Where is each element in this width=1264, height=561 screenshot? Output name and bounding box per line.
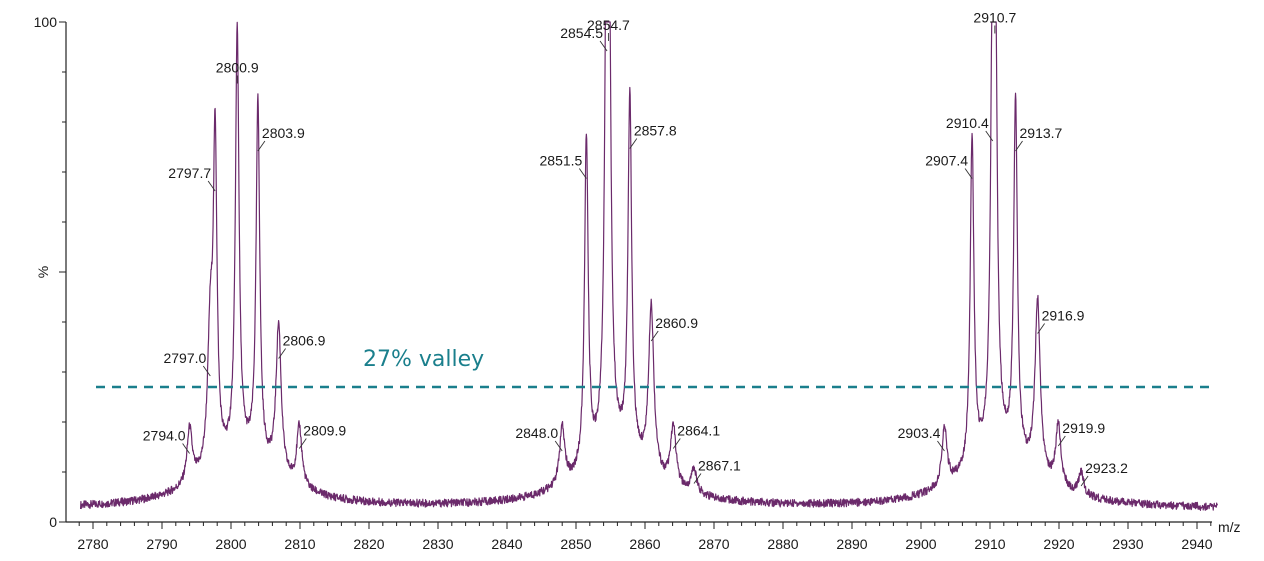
x-tick-label: 2910	[974, 536, 1005, 552]
x-tick-label: 2930	[1112, 536, 1143, 552]
peak-labels: 2794.0 2797.0 2797.7 2800.9 2803.9 2806.9 2809…	[143, 10, 1128, 487]
peak-label: 2794.0	[143, 428, 186, 444]
valley-annotation: 27% valley	[363, 347, 484, 372]
x-tick-label: 2810	[284, 536, 315, 552]
peak-label: 2903.4	[898, 425, 941, 441]
y-tick-label: 0	[49, 514, 57, 530]
peak-label: 2910.4	[946, 115, 989, 131]
peak-label: 2923.2	[1085, 460, 1128, 476]
x-axis-title: m/z	[1218, 519, 1241, 535]
peak-leader	[600, 41, 607, 51]
x-tick-label: 2860	[629, 536, 660, 552]
peak-leader	[203, 366, 210, 376]
peak-leader	[986, 131, 993, 141]
x-tick-label: 2790	[146, 536, 177, 552]
peak-leader	[937, 441, 944, 451]
peak-leader	[299, 439, 306, 449]
peak-label: 2864.1	[677, 423, 720, 439]
x-tick-label: 2940	[1181, 536, 1212, 552]
x-ticks: 2780 2790 2800 2810 2820 2830 2840 2850 2860 2870…	[77, 522, 1212, 552]
peak-label: 2907.4	[925, 153, 968, 169]
peak-leader	[183, 444, 190, 454]
peak-label: 2913.7	[1020, 125, 1063, 141]
peak-label: 2806.9	[283, 333, 326, 349]
peak-label: 2797.7	[168, 165, 211, 181]
x-tick-label: 2900	[905, 536, 936, 552]
peak-label: 2854.7	[587, 17, 630, 33]
peak-label: 2851.5	[540, 153, 583, 169]
x-tick-label: 2830	[422, 536, 453, 552]
peak-leader	[555, 441, 562, 451]
peak-label: 2919.9	[1062, 420, 1105, 436]
x-tick-label: 2870	[698, 536, 729, 552]
axes: 2780 2790 2800 2810 2820 2830 2840 2850 2860 2870…	[34, 14, 1241, 552]
peak-label: 2857.8	[634, 123, 677, 139]
peak-label: 2910.7	[973, 10, 1016, 26]
peak-leader	[673, 439, 680, 449]
x-tick-label: 2920	[1043, 536, 1074, 552]
peak-label: 2916.9	[1042, 308, 1085, 324]
x-tick-label: 2850	[560, 536, 591, 552]
x-tick-label: 2800	[215, 536, 246, 552]
x-tick-label: 2780	[77, 536, 108, 552]
peak-label: 2800.9	[216, 60, 259, 76]
peak-label: 2848.0	[515, 425, 558, 441]
x-tick-label: 2890	[836, 536, 867, 552]
y-axis-title: %	[35, 266, 51, 278]
x-tick-label: 2880	[767, 536, 798, 552]
y-tick-label: 100	[34, 14, 58, 30]
peak-label: 2867.1	[698, 458, 741, 474]
x-tick-label: 2820	[353, 536, 384, 552]
peak-label: 2797.0	[163, 350, 206, 366]
peak-label: 2803.9	[262, 125, 305, 141]
spectrum-line	[81, 22, 1218, 510]
peak-label: 2860.9	[655, 315, 698, 331]
x-tick-label: 2840	[491, 536, 522, 552]
peak-label: 2809.9	[303, 423, 346, 439]
